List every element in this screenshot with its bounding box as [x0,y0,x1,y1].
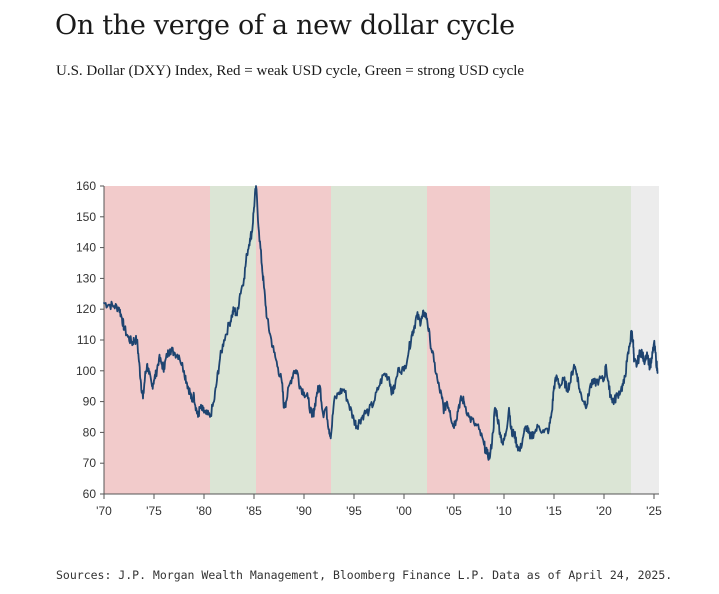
y-tick-label: 150 [76,210,96,224]
band-current [631,186,659,494]
y-tick-label: 130 [76,271,96,285]
chart-title: On the verge of a new dollar cycle [55,10,515,41]
cycle-bands [104,186,659,494]
x-tick-label: '95 [346,504,362,518]
series-layer [103,185,659,461]
x-tick-label: '15 [546,504,562,518]
x-tick-label: '20 [596,504,612,518]
x-tick-label: '10 [496,504,512,518]
y-tick-label: 90 [83,395,97,409]
x-tick-label: '90 [296,504,312,518]
x-tick-label: '05 [446,504,462,518]
x-tick-label: '80 [196,504,212,518]
y-tick-label: 110 [77,333,96,347]
y-tick-label: 70 [83,456,97,470]
band-weak [104,186,210,494]
y-tick-label: 140 [76,241,96,255]
x-tick-label: '25 [646,504,662,518]
x-tick-label: '85 [246,504,262,518]
band-strong [210,186,256,494]
y-tick-label: 100 [76,364,96,378]
band-weak [256,186,331,494]
y-tick-label: 60 [83,487,97,501]
x-tick-label: '70 [96,504,112,518]
dxy-series-line [103,185,659,461]
chart-subtitle: U.S. Dollar (DXY) Index, Red = weak USD … [56,63,525,79]
y-tick-label: 80 [83,425,97,439]
x-tick-label: '75 [146,504,162,518]
y-tick-label: 160 [76,179,96,193]
y-tick-label: 120 [76,302,96,316]
source-note: Sources: J.P. Morgan Wealth Management, … [56,568,673,582]
x-tick-label: '00 [396,504,412,518]
band-strong [490,186,631,494]
band-weak [427,186,490,494]
band-strong [331,186,427,494]
axes: 60 70 80 90 100 110 120 130 140 150 160 '70 '75 '80 '8… [76,179,662,518]
